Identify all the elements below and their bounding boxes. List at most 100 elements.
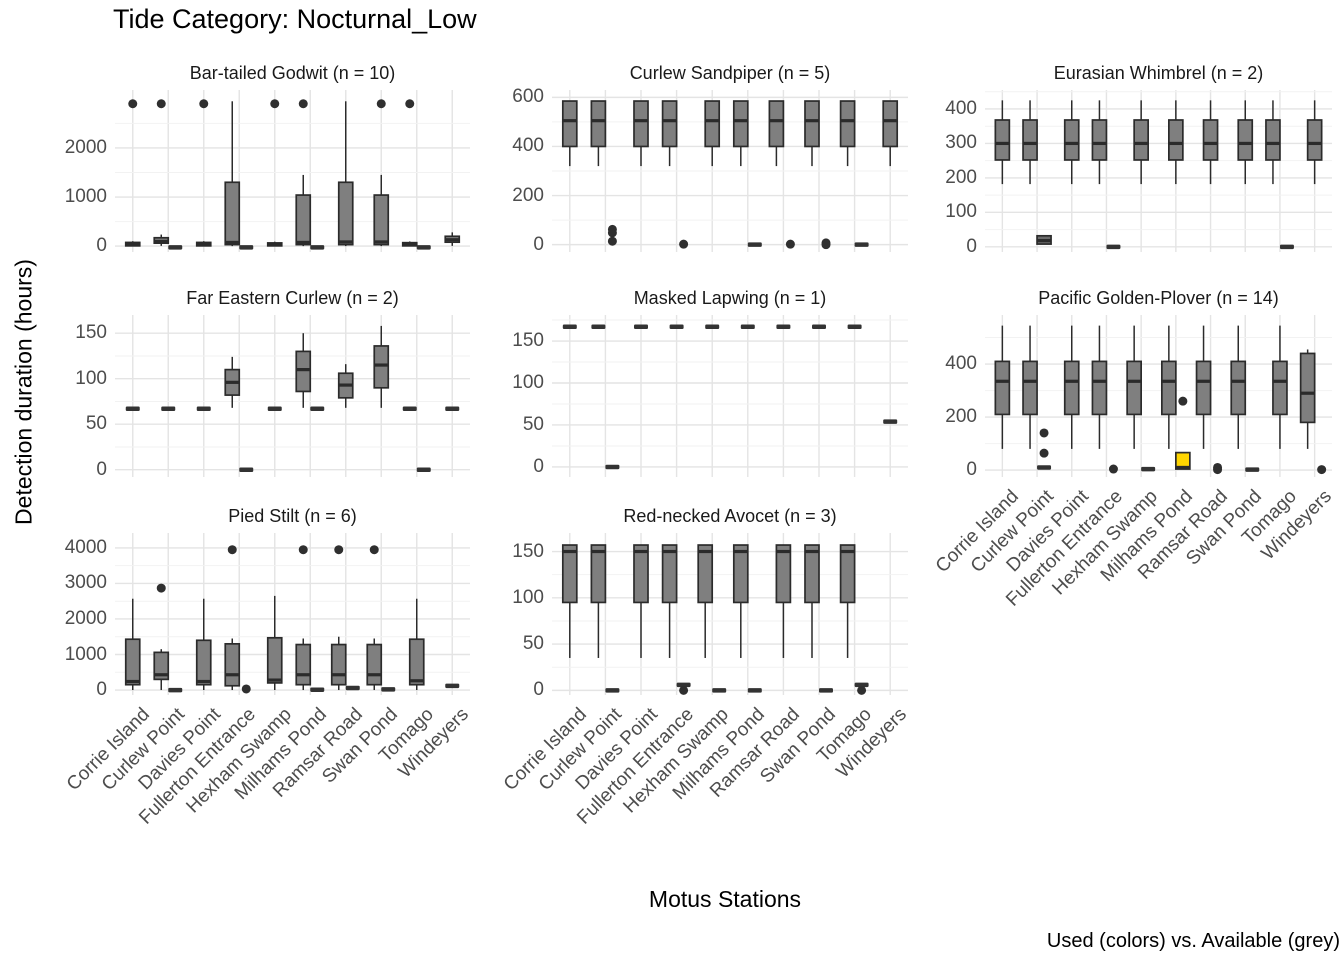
y-tick-label: 200	[945, 166, 977, 188]
boxplot-available	[445, 406, 460, 412]
box-iqr	[561, 544, 578, 604]
boxplot-dash	[740, 324, 755, 330]
facet-title: Masked Lapwing (n = 1)	[633, 288, 827, 308]
outlier-dot	[785, 239, 795, 249]
facet-title: Red-necked Avocet (n = 3)	[623, 506, 837, 526]
boxplot-available	[124, 241, 141, 247]
boxplot-available	[591, 324, 606, 330]
boxplot-available	[669, 324, 684, 330]
y-tick-label: 3000	[64, 572, 107, 594]
box-iqr	[994, 360, 1011, 416]
boxplot-dash	[747, 688, 762, 693]
y-tick-label: 200	[945, 406, 977, 428]
y-tick-label: 50	[522, 633, 544, 655]
boxplot-available	[590, 100, 607, 167]
boxplot-available	[704, 100, 721, 167]
facet-title: Pacific Golden-Plover (n = 14)	[1038, 288, 1279, 308]
boxplot-dash	[705, 324, 720, 330]
boxplot-dash	[267, 406, 282, 412]
box-iqr	[1022, 360, 1038, 416]
y-tick-label: 300	[945, 132, 977, 154]
y-tick-label: 400	[512, 135, 544, 157]
facet-panel	[552, 533, 908, 695]
boxplot-available	[776, 324, 791, 330]
boxplot-used	[819, 688, 833, 693]
boxplot-available	[590, 544, 607, 658]
boxplot-available	[732, 100, 749, 167]
boxplot-used	[747, 688, 762, 693]
boxplot-dash	[854, 242, 869, 247]
outlier-dot	[405, 99, 415, 109]
boxplot-used	[605, 464, 620, 470]
boxplot-used	[854, 682, 869, 688]
box-iqr	[408, 638, 425, 686]
outlier-dot	[227, 545, 237, 555]
y-tick-label: 2000	[64, 136, 107, 158]
boxplot-available	[337, 364, 354, 408]
boxplot-used	[747, 242, 762, 247]
box-iqr	[1126, 360, 1142, 416]
box-iqr	[330, 643, 347, 686]
boxplot-available	[266, 241, 283, 247]
boxplot-used	[1279, 244, 1294, 250]
boxplot-available	[634, 324, 648, 330]
outlier-dot	[821, 240, 831, 250]
boxplot-dash	[747, 242, 762, 247]
outlier-dot	[199, 99, 209, 109]
boxplot-available	[1063, 100, 1080, 185]
facet-panel	[985, 315, 1332, 477]
y-tick-label: 2000	[64, 607, 107, 629]
box-iqr	[1299, 352, 1316, 424]
boxplot-available	[196, 406, 211, 412]
boxplot-available	[195, 241, 212, 247]
boxplot-dash	[812, 324, 826, 330]
boxplot-available	[330, 636, 347, 691]
box-iqr	[732, 544, 749, 604]
box-iqr	[153, 651, 170, 681]
box-iqr	[1202, 119, 1219, 161]
box-iqr	[224, 181, 241, 246]
boxplot-used	[310, 245, 325, 250]
y-tick-label: 100	[945, 201, 977, 223]
outlier-dot	[128, 99, 138, 109]
outlier-dot	[241, 684, 251, 694]
y-tick-label: 400	[945, 97, 977, 119]
boxplot-available	[1126, 325, 1142, 449]
boxplot-available	[1022, 100, 1038, 185]
box-iqr	[373, 345, 390, 389]
box-iqr	[633, 100, 649, 148]
box-iqr	[661, 100, 678, 148]
y-tick-label: 0	[966, 235, 977, 257]
boxplot-available	[633, 544, 649, 658]
boxplot-used	[1036, 234, 1052, 245]
facet-panel	[985, 90, 1332, 252]
boxplot-available	[195, 598, 212, 691]
boxplot-dash	[125, 406, 140, 412]
y-tick-label: 0	[533, 455, 544, 477]
boxplot-dash	[669, 324, 684, 330]
boxplot-dash	[562, 324, 577, 330]
box-iqr	[839, 544, 856, 604]
box-iqr	[775, 544, 792, 604]
boxplot-available	[1195, 325, 1212, 449]
y-tick-label: 0	[966, 459, 977, 481]
boxplot-dash	[445, 406, 460, 412]
box-iqr	[804, 544, 820, 604]
outlier-dot	[1213, 465, 1223, 475]
boxplot-available	[847, 324, 862, 330]
facet-title: Far Eastern Curlew (n = 2)	[186, 288, 399, 308]
box-iqr	[1133, 119, 1149, 161]
boxplot-available	[224, 638, 241, 691]
boxplot-available	[661, 544, 678, 658]
boxplot-available	[445, 683, 460, 689]
boxplot-available	[883, 419, 898, 424]
boxplot-available	[224, 101, 241, 247]
boxplot-available	[1272, 325, 1288, 449]
boxplot-dash	[605, 688, 620, 693]
boxplot-available	[804, 100, 820, 167]
outlier-dot	[1317, 465, 1327, 475]
boxplot-available	[804, 544, 820, 658]
x-axis-title: Motus Stations	[648, 886, 802, 912]
facet-title: Bar-tailed Godwit (n = 10)	[189, 63, 396, 83]
boxplot-dash	[883, 419, 898, 424]
